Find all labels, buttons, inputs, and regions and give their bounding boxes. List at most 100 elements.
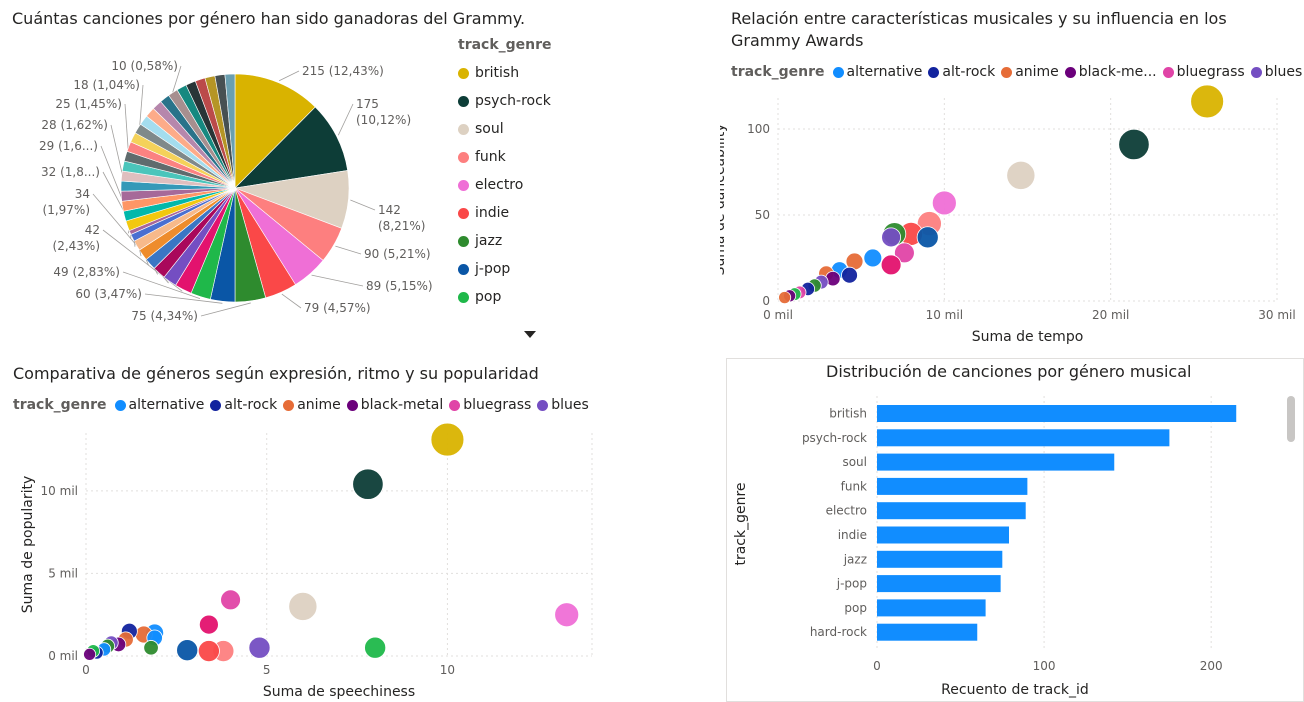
pie-data-label: 10 (0,58%): [111, 59, 178, 73]
legend-dot-icon: [458, 263, 469, 275]
y-tick-label: jazz: [843, 552, 867, 566]
legend-item[interactable]: alt-rock: [928, 64, 995, 80]
scatter-point: [894, 242, 915, 264]
scatter-point: [83, 647, 97, 661]
legend-label: alt-rock: [942, 64, 996, 80]
pie-data-label: (1,97%): [43, 203, 90, 217]
y-tick-label: 0: [762, 294, 770, 308]
legend-label: jazz: [475, 233, 503, 249]
scatter-point: [197, 640, 220, 663]
y-tick-label: 100: [747, 122, 770, 136]
y-tick-label: 50: [755, 208, 770, 222]
legend-dot-icon: [1250, 66, 1262, 78]
legend-dot-icon: [537, 399, 549, 411]
scatter-point: [863, 248, 883, 268]
pie-visual: Cuántas canciones por género han sido ga…: [0, 0, 560, 350]
scatter-point: [1190, 84, 1225, 119]
scatter-point: [916, 226, 939, 249]
legend-dot-icon: [210, 399, 222, 411]
legend-label: blues: [551, 397, 589, 413]
legend-item[interactable]: anime: [283, 397, 341, 413]
legend-dot-icon: [458, 207, 469, 219]
scatter-tempo-legend: track_genre alternative alt-rock anime black…: [731, 64, 1304, 80]
bar-title: Distribución de canciones por género mus…: [826, 362, 1192, 381]
scatter-point: [176, 639, 199, 662]
legend-dot-icon: [458, 235, 469, 247]
pie-title: Cuántas canciones por género han sido ga…: [12, 9, 526, 28]
pie-legend-item[interactable]: electro: [458, 171, 552, 199]
pie-data-label: 75 (4,34%): [131, 309, 198, 323]
legend-label: british: [475, 65, 520, 81]
pie-legend-item[interactable]: indie: [458, 199, 552, 227]
y-tick-label: hard-rock: [810, 625, 867, 639]
legend-item[interactable]: black-metal: [346, 397, 443, 413]
y-tick-label: electro: [826, 504, 867, 518]
legend-dot-icon: [1064, 66, 1076, 78]
x-tick-label: 5: [263, 663, 271, 677]
x-axis-label: Suma de speechiness: [263, 684, 415, 700]
legend-label: alt-rock: [224, 397, 278, 413]
scatter-point: [554, 602, 580, 628]
legend-label: alternative: [846, 64, 923, 80]
y-axis-label: track_genre: [733, 482, 749, 565]
pie-legend-item[interactable]: jazz: [458, 227, 552, 255]
legend-label: electro: [475, 177, 524, 193]
legend-label: black-me...: [1078, 64, 1157, 80]
pie-data-label: 89 (5,15%): [366, 279, 433, 293]
bar: [877, 453, 1115, 471]
pie-data-label: 42: [85, 223, 100, 237]
legend-label: alternative: [128, 397, 205, 413]
pie-legend-item[interactable]: psych-rock: [458, 87, 552, 115]
y-axis-label: Suma de popularity: [20, 476, 36, 613]
legend-dot-icon: [114, 399, 126, 411]
pie-leader-line: [144, 293, 223, 304]
bar: [877, 429, 1170, 447]
legend-item[interactable]: anime: [1001, 64, 1059, 80]
pie-data-label: 28 (1,62%): [41, 118, 108, 132]
legend-item[interactable]: bluegrass: [449, 397, 531, 413]
scatter-point: [364, 636, 387, 659]
y-axis-label: Suma de danceability: [720, 124, 728, 276]
pie-data-label: 142: [378, 203, 401, 217]
y-tick-label: j-pop: [836, 577, 867, 591]
pie-leader-line: [337, 103, 354, 136]
x-axis-label: Suma de tempo: [972, 329, 1084, 345]
x-tick-label: 10 mil: [926, 308, 963, 322]
legend-item[interactable]: alt-rock: [210, 397, 277, 413]
bar: [877, 575, 1001, 593]
scatter-point: [841, 266, 858, 284]
legend-dot-icon: [1162, 66, 1174, 78]
x-tick-label: 0: [873, 659, 881, 673]
scatter-point: [352, 468, 384, 500]
legend-scroll-down-icon[interactable]: [524, 331, 536, 338]
legend-item[interactable]: alternative: [832, 64, 923, 80]
legend-dot-icon: [283, 399, 295, 411]
bar: [877, 526, 1009, 544]
y-tick-label: indie: [838, 528, 867, 542]
pie-legend-item[interactable]: pop: [458, 283, 552, 311]
scatter-tempo-title-line1: Relación entre características musicales…: [731, 9, 1227, 28]
pie-legend-item[interactable]: british: [458, 59, 552, 87]
x-tick-label: 0 mil: [763, 308, 793, 322]
legend-item[interactable]: blues: [537, 397, 589, 413]
bar: [877, 623, 978, 641]
pie-legend-item[interactable]: funk: [458, 143, 552, 171]
legend-label: bluegrass: [1176, 64, 1245, 80]
legend-item[interactable]: blues: [1250, 64, 1302, 80]
pie-legend-item[interactable]: soul: [458, 115, 552, 143]
legend-item[interactable]: black-me...: [1064, 64, 1157, 80]
bar-scrollbar[interactable]: [1287, 396, 1295, 442]
legend-item[interactable]: alternative: [114, 397, 205, 413]
y-tick-label: 5 mil: [48, 566, 78, 580]
legend-item[interactable]: bluegrass: [1162, 64, 1245, 80]
legend-dot-icon: [458, 123, 469, 135]
bar: [877, 477, 1028, 495]
pie-leader-line: [200, 302, 251, 317]
scatter-point: [220, 589, 241, 611]
pie-leader-line: [350, 199, 376, 211]
legend-label: psych-rock: [475, 93, 551, 109]
pie-legend: track_genre british psych-rock soul funk ele…: [458, 37, 552, 311]
pie-data-label: (10,12%): [356, 113, 411, 127]
pie-data-label: 90 (5,21%): [364, 247, 431, 261]
pie-legend-item[interactable]: j-pop: [458, 255, 552, 283]
